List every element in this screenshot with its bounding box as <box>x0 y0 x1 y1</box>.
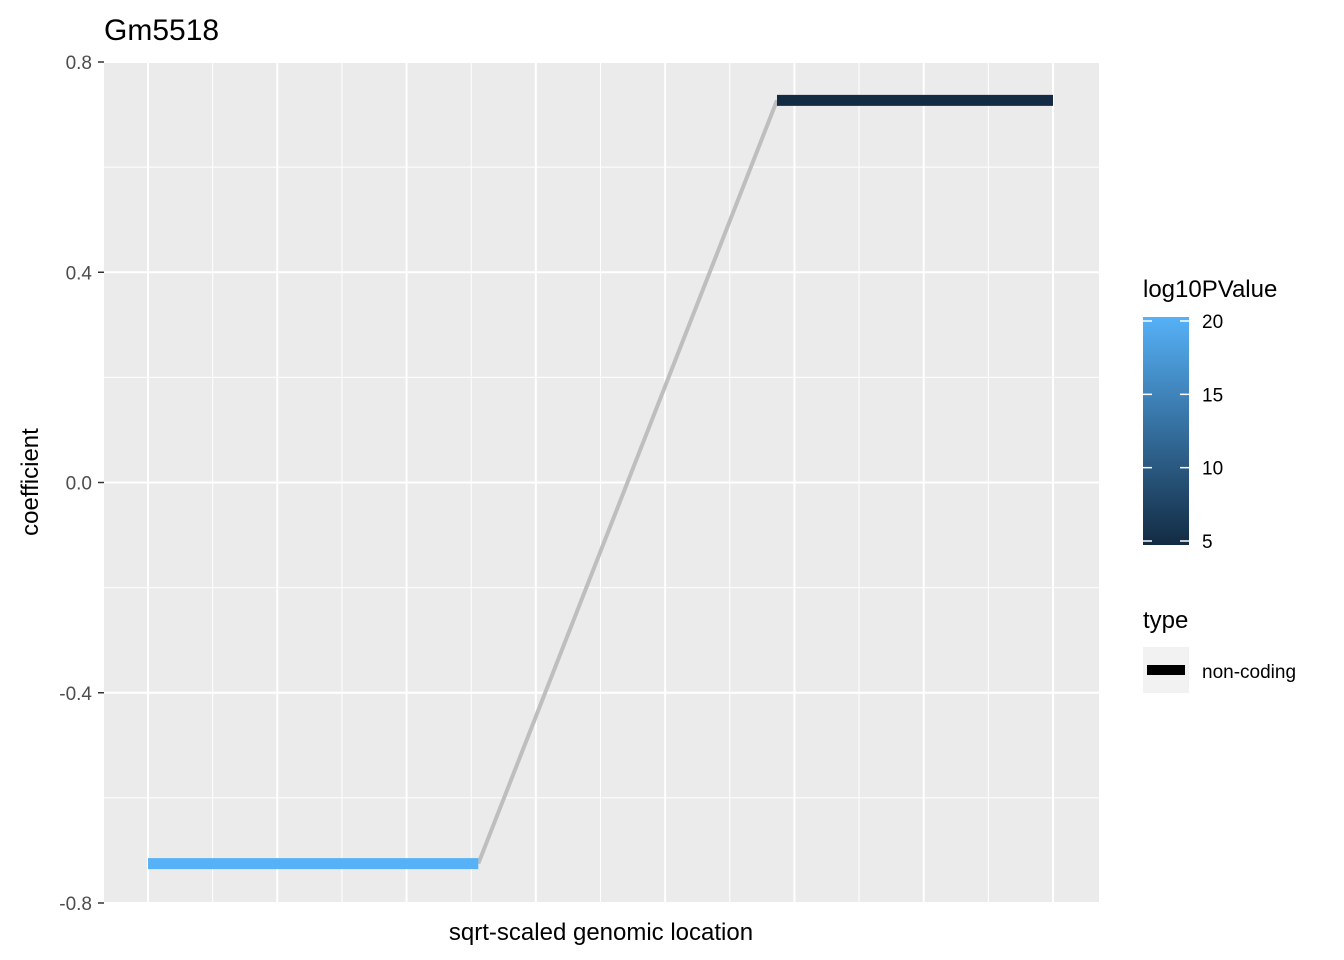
y-tick-label: 0.4 <box>66 263 93 284</box>
y-axis: 0.8 0.4 0.0 -0.4 -0.8 <box>59 53 104 915</box>
type-legend: type non-coding <box>1143 607 1296 693</box>
y-tick-label: -0.8 <box>59 894 92 915</box>
x-axis-title: sqrt-scaled genomic location <box>449 919 753 946</box>
type-legend-title: type <box>1143 607 1188 634</box>
y-axis-title: coefficient <box>17 428 44 536</box>
grid-lines <box>104 61 1099 904</box>
color-legend-tick-label: 15 <box>1202 385 1223 406</box>
data-layer <box>148 94 1053 870</box>
color-legend-ticks: 20 15 10 5 <box>1143 312 1223 553</box>
y-tick-label: 0.8 <box>66 53 92 74</box>
y-tick-label: 0.0 <box>66 474 92 495</box>
color-legend: log10PValue 20 15 10 5 <box>1143 276 1277 553</box>
y-tick-label: -0.4 <box>59 684 92 705</box>
connector-line <box>476 99 779 865</box>
color-legend-bar <box>1143 317 1189 545</box>
color-legend-tick-label: 20 <box>1202 312 1223 333</box>
type-legend-label: non-coding <box>1202 662 1296 683</box>
type-legend-key-line <box>1147 665 1185 675</box>
chart-title: Gm5518 <box>104 14 219 47</box>
color-legend-title: log10PValue <box>1143 276 1277 303</box>
color-legend-tick-label: 5 <box>1202 532 1213 553</box>
color-legend-tick-label: 10 <box>1202 459 1223 480</box>
